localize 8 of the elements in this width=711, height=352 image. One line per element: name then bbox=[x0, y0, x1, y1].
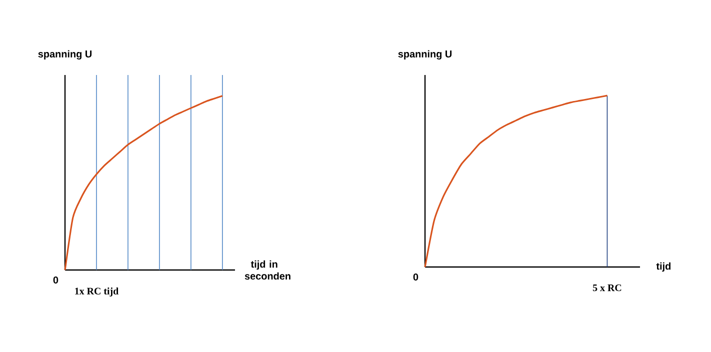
x-axis-title: tijd bbox=[656, 262, 671, 272]
text: 5 x RC bbox=[592, 284, 622, 292]
y-axis-title: spanning U bbox=[38, 50, 92, 60]
y-axis-title: spanning U bbox=[398, 50, 452, 60]
text: 0 bbox=[53, 276, 58, 284]
x-axis-title: tijd in seconden bbox=[244, 260, 290, 280]
text: 1x RC tijd bbox=[75, 287, 119, 297]
text: 0 bbox=[413, 274, 418, 281]
